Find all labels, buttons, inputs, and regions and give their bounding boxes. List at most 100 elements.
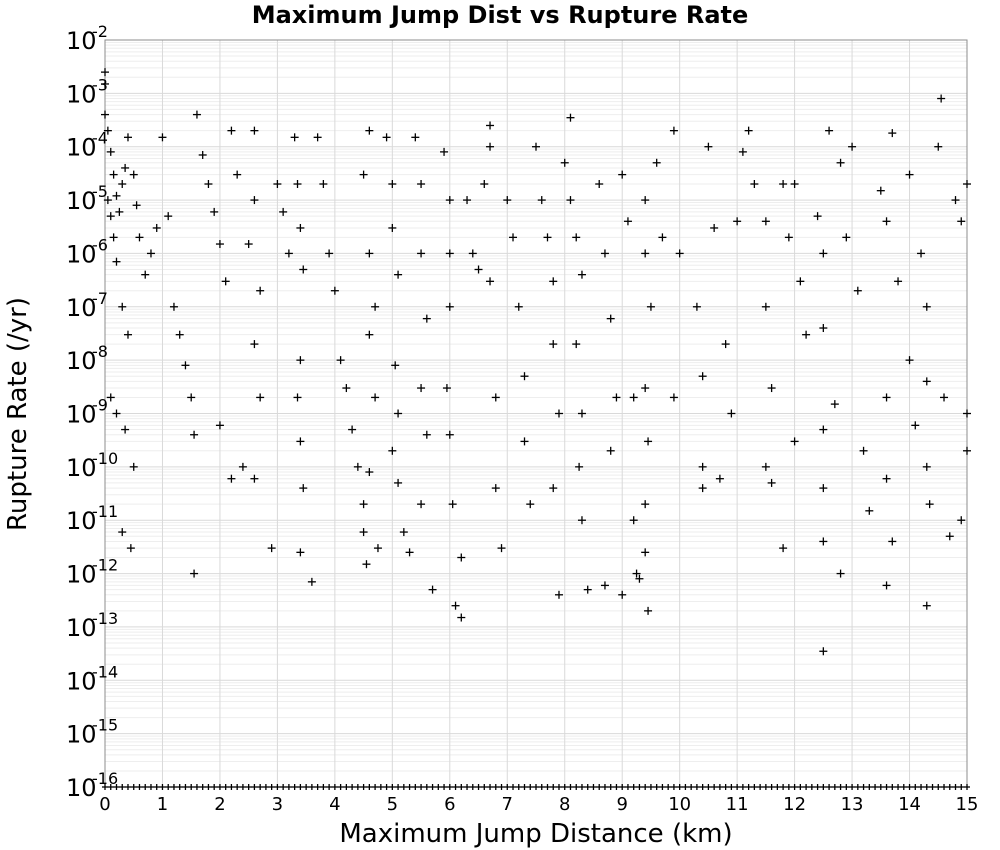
floor-point: [665, 784, 672, 790]
y-tick-label: 10-8: [66, 342, 108, 375]
data-point: [520, 372, 529, 381]
data-point: [109, 170, 118, 179]
floor-point: [636, 784, 643, 790]
floor-point: [676, 784, 683, 790]
data-point: [190, 430, 199, 439]
data-point: [704, 142, 713, 151]
floor-point: [193, 784, 200, 790]
y-tick-label: 10-9: [66, 396, 108, 429]
floor-point: [653, 784, 660, 790]
data-point: [273, 180, 282, 189]
data-point: [905, 170, 914, 179]
data-point: [152, 223, 161, 232]
data-point: [848, 142, 857, 151]
data-point: [779, 544, 788, 553]
data-point: [307, 577, 316, 586]
y-tick-exponent: -16: [92, 769, 118, 788]
data-point: [491, 393, 500, 402]
floor-points: [102, 784, 970, 790]
floor-point: [624, 784, 631, 790]
floor-point: [814, 784, 821, 790]
x-tick-label: 14: [898, 794, 921, 815]
data-point: [859, 446, 868, 455]
data-point: [371, 393, 380, 402]
data-point: [934, 142, 943, 151]
data-point: [109, 233, 118, 242]
data-point: [554, 409, 563, 418]
data-point: [497, 544, 506, 553]
data-point: [411, 133, 420, 142]
data-point: [132, 201, 141, 210]
floor-point: [619, 784, 626, 790]
y-tick-exponent: -4: [92, 129, 108, 148]
floor-point: [188, 784, 195, 790]
data-point: [618, 170, 627, 179]
data-point: [190, 569, 199, 578]
x-tick-label: 1: [157, 794, 168, 815]
data-point: [537, 196, 546, 205]
y-tick-exponent: -7: [92, 289, 108, 308]
data-point: [572, 340, 581, 349]
data-point: [905, 356, 914, 365]
data-point: [250, 474, 259, 483]
data-point: [293, 180, 302, 189]
floor-point: [147, 784, 154, 790]
data-point: [181, 361, 190, 370]
floor-point: [142, 784, 149, 790]
floor-point: [872, 784, 879, 790]
data-point: [319, 180, 328, 189]
floor-point: [831, 784, 838, 790]
floor-point: [935, 784, 942, 790]
data-point: [422, 430, 431, 439]
floor-point: [257, 784, 264, 790]
floor-point: [739, 784, 746, 790]
data-point: [882, 393, 891, 402]
data-points: [101, 68, 971, 656]
data-point: [279, 207, 288, 216]
x-tick-label: 15: [956, 794, 979, 815]
data-point: [623, 217, 632, 226]
data-point: [101, 79, 109, 88]
floor-point: [291, 784, 298, 790]
data-point: [118, 302, 127, 311]
floor-point: [343, 784, 350, 790]
data-point: [646, 302, 655, 311]
floor-point: [630, 784, 637, 790]
floor-point: [808, 784, 815, 790]
data-point: [957, 516, 966, 525]
floor-point: [521, 784, 528, 790]
floor-point: [377, 784, 384, 790]
data-point: [296, 548, 305, 557]
data-point: [761, 462, 770, 471]
data-point: [112, 191, 121, 200]
y-tick-exponent: -5: [92, 182, 108, 201]
data-point: [503, 196, 512, 205]
data-point: [121, 163, 130, 172]
floor-point: [239, 784, 246, 790]
data-point: [417, 500, 426, 509]
data-point: [101, 68, 109, 77]
floor-point: [412, 784, 419, 790]
floor-point: [567, 784, 574, 790]
data-point: [572, 233, 581, 242]
floor-point: [245, 784, 252, 790]
data-point: [445, 196, 454, 205]
data-point: [577, 409, 586, 418]
data-point: [882, 217, 891, 226]
floor-point: [642, 784, 649, 790]
y-tick-label: 10-11: [66, 502, 118, 535]
data-point: [428, 585, 437, 594]
floor-point: [538, 784, 545, 790]
data-point: [600, 249, 609, 258]
grid: [104, 39, 968, 788]
data-point: [112, 409, 121, 418]
data-point: [767, 478, 776, 487]
data-point: [577, 270, 586, 279]
floor-point: [303, 784, 310, 790]
data-point: [790, 180, 799, 189]
data-point: [365, 468, 374, 477]
data-point: [457, 553, 466, 562]
y-tick-label: 10-2: [66, 22, 108, 55]
data-point: [543, 233, 552, 242]
data-point: [126, 544, 135, 553]
